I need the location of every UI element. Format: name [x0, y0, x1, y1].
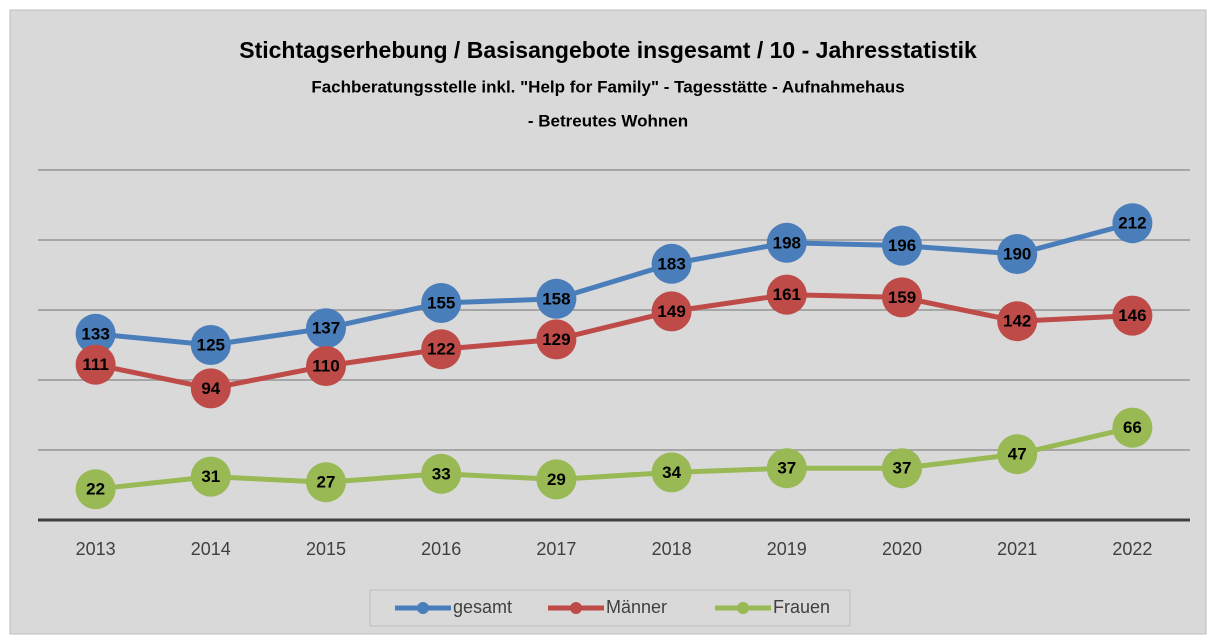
x-tick-label: 2021 — [997, 539, 1037, 559]
data-label: 146 — [1118, 306, 1146, 325]
marker — [536, 278, 577, 319]
data-label: 190 — [1003, 244, 1031, 263]
marker — [882, 448, 922, 489]
data-label: 183 — [657, 254, 685, 273]
data-label: 22 — [86, 480, 105, 499]
chart-subtitle: Fachberatungsstelle inkl. "Help for Fami… — [311, 77, 904, 96]
marker — [75, 344, 116, 385]
data-label: 137 — [312, 319, 340, 338]
series-line — [95, 292, 1133, 391]
data-label: 33 — [432, 464, 451, 483]
series-line — [95, 220, 1134, 348]
marker — [997, 434, 1038, 475]
x-tick-label: 2017 — [536, 539, 576, 559]
data-label: 125 — [197, 335, 225, 354]
marker — [306, 308, 346, 349]
marker — [306, 346, 346, 386]
marker — [1112, 295, 1153, 336]
marker — [306, 462, 346, 503]
marker — [75, 469, 116, 510]
marker — [75, 313, 116, 354]
marker — [766, 274, 807, 315]
x-tick-label: 2016 — [421, 539, 461, 559]
chart-title: Stichtagserhebung / Basisangebote insges… — [239, 37, 977, 63]
legend-marker — [570, 602, 582, 614]
marker — [651, 243, 692, 284]
marker — [766, 222, 807, 263]
marker — [536, 319, 577, 360]
data-label: 111 — [82, 355, 109, 374]
legend-marker — [417, 602, 429, 614]
data-label: 66 — [1123, 418, 1142, 437]
data-label: 133 — [81, 324, 109, 343]
legend-label: Männer — [606, 597, 667, 617]
data-label: 198 — [773, 233, 801, 252]
x-tick-label: 2022 — [1112, 539, 1152, 559]
data-label: 29 — [547, 470, 566, 489]
data-label: 212 — [1118, 214, 1146, 233]
marker — [190, 325, 231, 365]
marker — [1112, 203, 1153, 244]
data-label: 47 — [1008, 445, 1027, 464]
data-label: 161 — [773, 285, 801, 304]
data-label: 31 — [201, 467, 220, 486]
marker — [190, 456, 231, 497]
data-label: 158 — [542, 289, 570, 308]
x-tick-label: 2020 — [882, 539, 922, 559]
x-tick-label: 2014 — [191, 539, 231, 559]
marker — [421, 329, 462, 370]
x-tick-label: 2013 — [76, 539, 116, 559]
data-label: 94 — [201, 379, 220, 398]
marker — [997, 301, 1038, 342]
data-label: 122 — [427, 340, 455, 359]
legend-marker — [737, 602, 749, 614]
marker — [766, 448, 807, 489]
data-label: 37 — [893, 459, 912, 478]
legend-label: gesamt — [453, 597, 512, 617]
series-line — [95, 425, 1133, 492]
marker — [536, 459, 577, 500]
data-label: 37 — [777, 459, 796, 478]
marker — [1112, 407, 1153, 448]
marker — [882, 225, 922, 266]
marker — [421, 453, 462, 494]
x-tick-label: 2018 — [652, 539, 692, 559]
marker — [997, 234, 1038, 274]
data-label: 159 — [888, 288, 916, 307]
data-label: 110 — [312, 356, 339, 375]
marker — [190, 368, 231, 409]
x-tick-label: 2015 — [306, 539, 346, 559]
chart-subtitle: - Betreutes Wohnen — [528, 111, 688, 130]
marker — [651, 452, 692, 493]
marker — [651, 291, 692, 332]
data-label: 149 — [657, 302, 685, 321]
data-label: 142 — [1003, 312, 1031, 331]
data-label: 196 — [888, 236, 916, 255]
marker — [421, 283, 462, 323]
data-label: 129 — [542, 330, 570, 349]
x-tick-label: 2019 — [767, 539, 807, 559]
data-label: 155 — [427, 293, 455, 312]
data-label: 34 — [662, 463, 681, 482]
data-label: 27 — [317, 473, 336, 492]
marker — [882, 277, 922, 318]
legend-label: Frauen — [773, 597, 830, 617]
